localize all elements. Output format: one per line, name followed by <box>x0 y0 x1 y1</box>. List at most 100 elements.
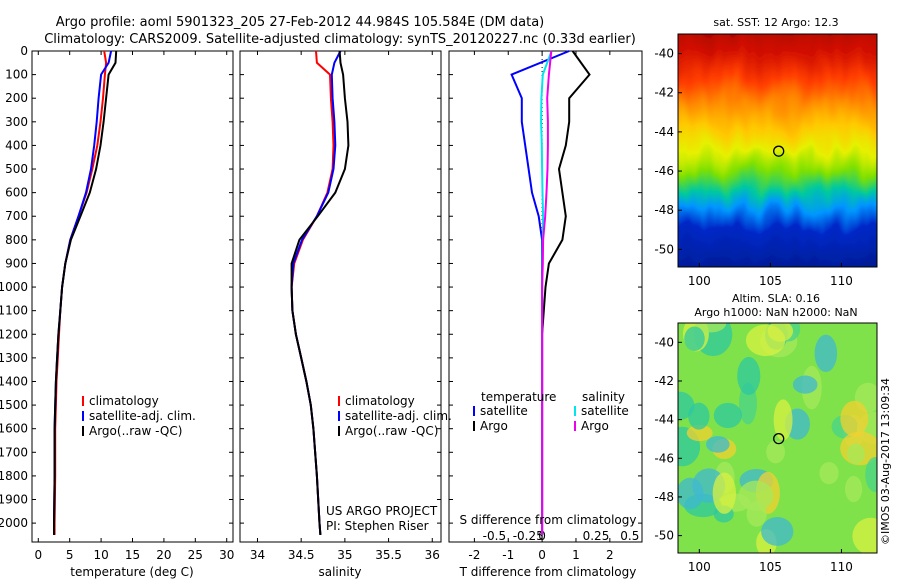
sla-anomaly-blob <box>737 356 761 396</box>
sla-map-title-2: Argo h1000: NaN h2000: NaN <box>694 306 857 319</box>
sla-anomaly-blob <box>684 326 705 351</box>
y-tick-label: 700 <box>5 209 28 223</box>
map-y-tick-label: -46 <box>654 164 674 178</box>
project-line2: PI: Stephen Riser <box>326 519 429 533</box>
map-y-tick-label: -50 <box>654 242 674 256</box>
x-tick-label: 30 <box>219 548 234 562</box>
difference-legend: temperature salinity satellite Argo sate… <box>473 390 629 433</box>
map-x-tick-label: 110 <box>830 274 853 288</box>
x-tick-label: 10 <box>93 548 108 562</box>
sst-map-title: sat. SST: 12 Argo: 12.3 <box>713 16 838 29</box>
temperature-legend: climatology satellite-adj. clim. Argo(..… <box>82 394 196 438</box>
x-tick-label: 35.5 <box>375 548 402 562</box>
sla-map-title-1: Altim. SLA: 0.16 <box>732 292 820 305</box>
map-y-tick-label: -48 <box>654 490 674 504</box>
legend-label: Argo <box>480 419 508 433</box>
sla-anomaly-blob <box>773 399 793 441</box>
sla-anomaly-blob <box>686 424 713 442</box>
y-tick-label: 0 <box>20 44 28 58</box>
sla-map-frame <box>677 322 878 554</box>
x-tick-label: 0 <box>538 548 546 562</box>
map-x-tick-label: 105 <box>759 560 782 574</box>
x-tick-label: 1 <box>572 548 580 562</box>
series-line-climatology <box>290 50 335 535</box>
y-tick-label: 1000 <box>0 280 28 294</box>
sla-anomaly-blob <box>738 480 774 511</box>
map-y-tick-label: -42 <box>654 374 674 388</box>
map-y-tick-label: -44 <box>654 413 674 427</box>
series-line-argo-raw-qc- <box>290 50 350 535</box>
y-tick-label: 1900 <box>0 493 28 507</box>
title-line2: Climatology: CARS2009. Satellite-adjuste… <box>44 32 636 47</box>
sla-anomaly-blob <box>814 334 838 373</box>
difference-panel-frame <box>448 50 643 543</box>
y-tick-label: 600 <box>5 186 28 200</box>
argo-location-marker <box>773 433 785 445</box>
y-tick-label: 1300 <box>0 351 28 365</box>
salinity-legend: climatology satellite-adj. clim. Argo(..… <box>338 394 452 438</box>
sla-anomaly-blob <box>678 477 704 510</box>
x-tick-label: 34 <box>250 548 265 562</box>
sla-anomaly-blob <box>713 402 742 429</box>
x-tick-label: 25 <box>188 548 203 562</box>
map-axes: 100 105 110 -40 -42 -44 -46 -48 -50 100 105 110 -40 -… <box>654 47 853 574</box>
legend-label: Argo(..raw -QC) <box>89 424 182 438</box>
legend-label: climatology <box>89 394 159 408</box>
sla-anomaly-blob <box>746 501 767 527</box>
legend-label: Argo <box>581 419 609 433</box>
salinity-plot: 34 34.5 35 35.5 36 <box>240 50 441 562</box>
y-tick-label: 1500 <box>0 398 28 412</box>
argo-location-marker <box>773 145 785 157</box>
y-tick-label: 1200 <box>0 327 28 341</box>
x-tick-label: 2 <box>606 548 614 562</box>
project-line1: US ARGO PROJECT <box>326 504 438 518</box>
s-tick-label: -0.5 <box>483 529 506 543</box>
legend-label: Argo(..raw -QC) <box>345 424 438 438</box>
title-line1: Argo profile: aoml 5901323_205 27-Feb-20… <box>56 15 545 30</box>
y-tick-label: 1700 <box>0 445 28 459</box>
temperature-plot: 0 5 10 15 20 25 300100200300400500600700800900… <box>0 44 234 562</box>
sla-anomaly-blob <box>840 400 869 437</box>
x-tick-label: 15 <box>125 548 140 562</box>
map-y-tick-label: -46 <box>654 451 674 465</box>
sla-anomaly-blob <box>844 475 863 503</box>
sla-anomaly-blob <box>706 436 730 453</box>
map-y-tick-label: -42 <box>654 86 674 100</box>
salinity-xlabel: salinity <box>318 565 361 579</box>
y-tick-label: 400 <box>5 138 28 152</box>
legend-header-salinity: salinity <box>582 390 625 404</box>
sla-anomaly-blob <box>846 443 865 465</box>
map-y-tick-label: -48 <box>654 203 674 217</box>
legend-label: climatology <box>345 394 415 408</box>
y-tick-label: 2000 <box>0 516 28 530</box>
map-y-tick-label: -50 <box>654 529 674 543</box>
x-tick-label: -2 <box>468 548 480 562</box>
sla-anomaly-blob <box>852 517 877 553</box>
difference-xlabel-top: S difference from climatology <box>460 513 637 527</box>
y-tick-label: 100 <box>5 68 28 82</box>
map-x-tick-label: 100 <box>688 274 711 288</box>
sla-anomaly-blob <box>761 517 794 546</box>
series-line-argo <box>541 50 553 535</box>
s-tick-label: -0.25 <box>513 529 544 543</box>
legend-label: satellite-adj. clim. <box>89 409 196 423</box>
sla-map-image <box>678 323 877 553</box>
s-tick-label: 0.25 <box>583 529 610 543</box>
sla-anomaly-blob <box>695 323 727 333</box>
legend-header-temperature: temperature <box>481 390 556 404</box>
salinity-panel-frame <box>239 50 442 543</box>
y-tick-label: 1800 <box>0 469 28 483</box>
temperature-xlabel: temperature (deg C) <box>70 565 193 579</box>
legend-label: satellite <box>581 404 629 418</box>
map-x-tick-label: 110 <box>830 560 853 574</box>
y-tick-label: 1100 <box>0 304 28 318</box>
y-tick-label: 300 <box>5 115 28 129</box>
sst-map-frame <box>677 33 878 268</box>
x-tick-label: -1 <box>502 548 514 562</box>
x-tick-label: 36 <box>425 548 440 562</box>
y-tick-label: 1600 <box>0 422 28 436</box>
sla-anomaly-blob <box>712 472 736 514</box>
legend-label: satellite <box>480 404 528 418</box>
